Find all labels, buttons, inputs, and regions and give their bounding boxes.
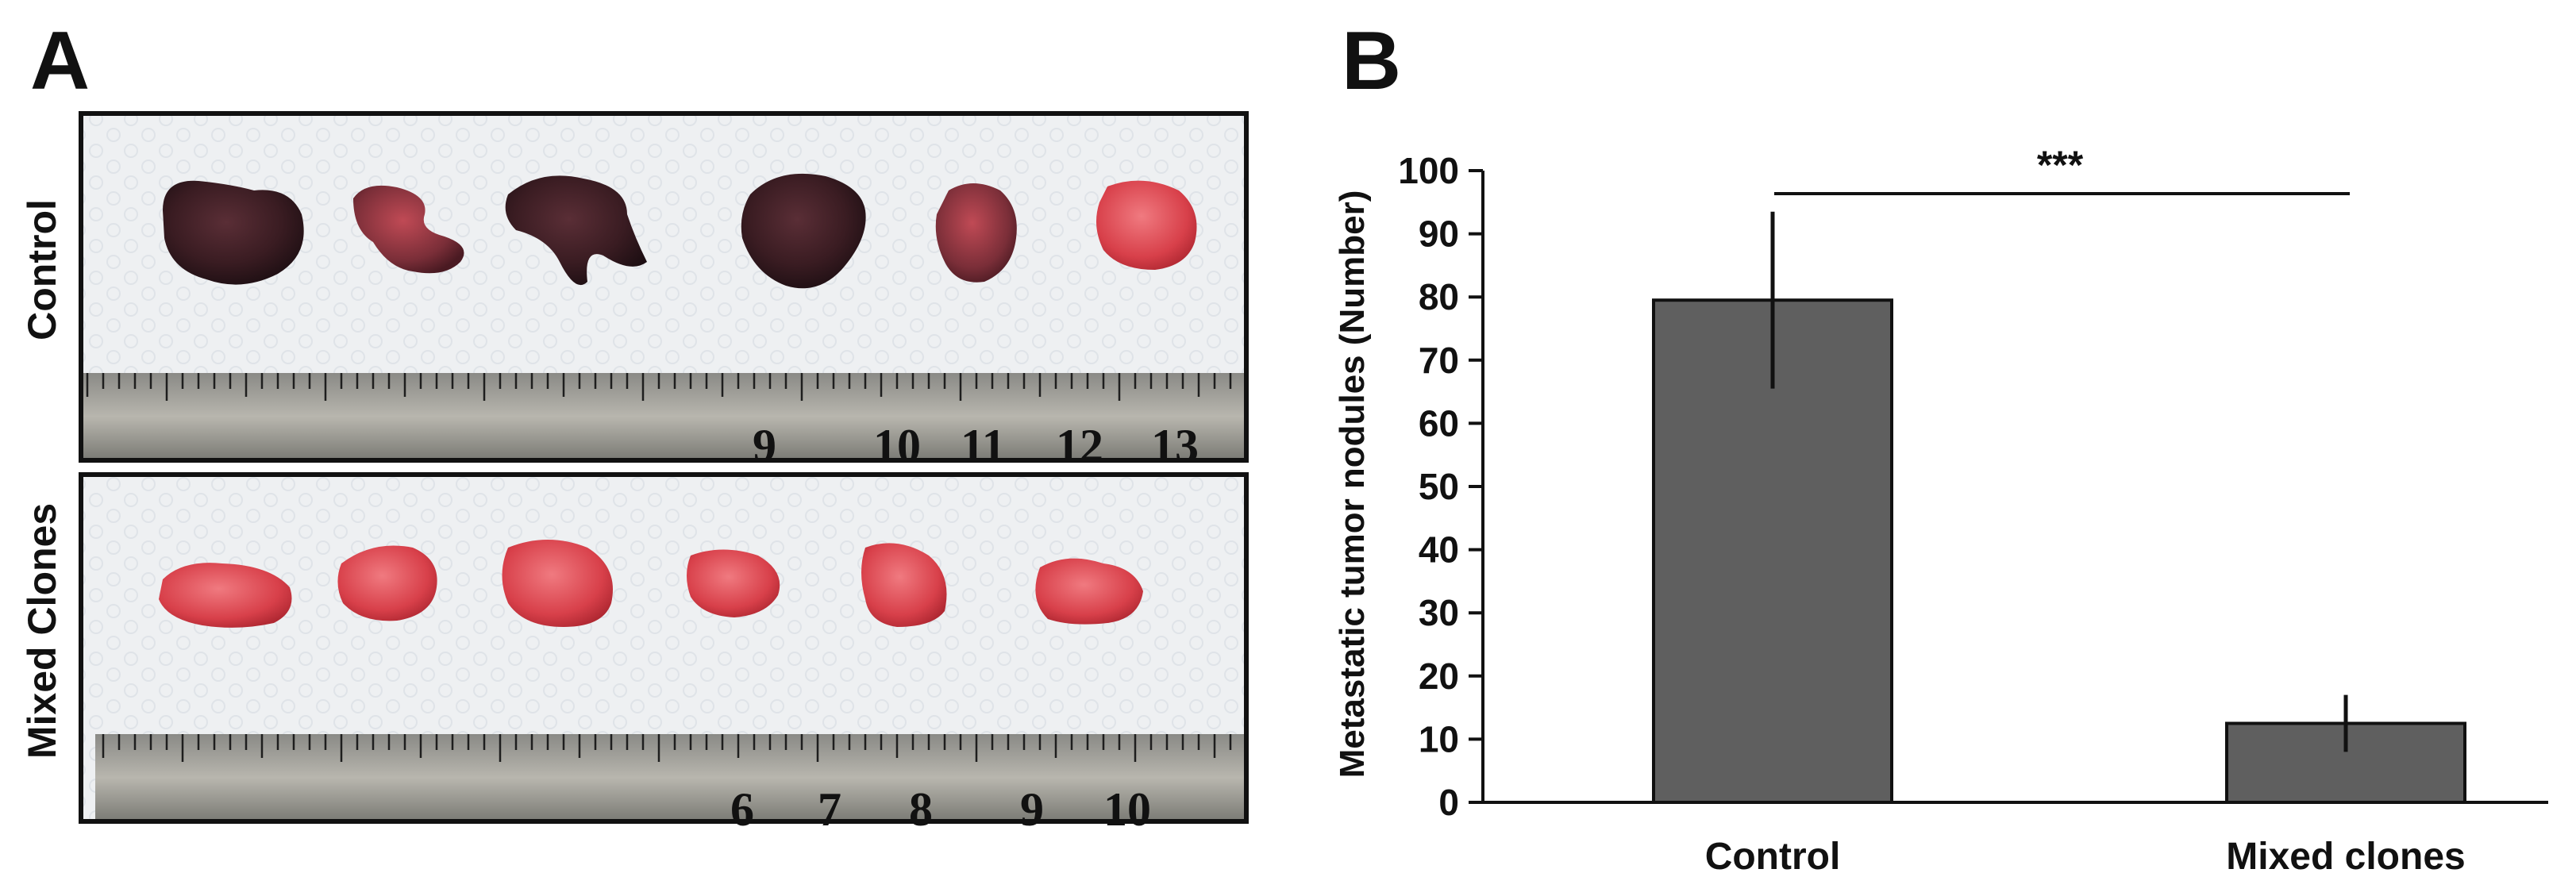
x-tick-label: Control	[1705, 836, 1841, 878]
y-tick-label: 60	[1419, 402, 1459, 444]
y-axis-label: Metastatic tumor nodules (Number)	[1333, 190, 1372, 779]
x-tick-labels: Control Mixed clones	[1705, 836, 2466, 878]
panel-b-letter: B	[1342, 15, 1401, 107]
control-photo: 9 10 11 12 13	[79, 111, 1249, 472]
ruler-number: 9	[1020, 783, 1044, 836]
y-tick-label: 0	[1438, 782, 1459, 823]
lung-specimen	[687, 549, 780, 617]
y-tick-label: 80	[1419, 276, 1459, 317]
y-ticks	[1469, 169, 1483, 804]
lung-specimen	[505, 175, 647, 286]
lung-specimen	[337, 545, 437, 621]
ruler-number: 7	[818, 783, 841, 836]
y-tick-label: 20	[1419, 656, 1459, 697]
lung-specimen	[935, 183, 1017, 283]
bars	[1652, 298, 2466, 804]
y-tick-labels: 0 10 20 30 40 50 60 70 80 90 100	[1398, 150, 1459, 823]
lung-specimen	[353, 185, 464, 274]
lung-specimen	[861, 543, 947, 627]
lung-specimen	[1096, 180, 1197, 270]
ruler-number: 10	[873, 420, 921, 472]
mixed-lung-specimens	[159, 540, 1143, 628]
lung-specimen	[163, 180, 304, 285]
lung-specimen	[1035, 558, 1143, 625]
ruler-number: 6	[730, 783, 754, 836]
control-ruler-ticks	[86, 373, 1232, 401]
panel-a-letter: A	[30, 15, 90, 107]
y-tick-label: 30	[1419, 592, 1459, 633]
significance-label: ***	[2037, 143, 2084, 187]
y-tick-label: 90	[1419, 213, 1459, 255]
ruler-number: 8	[909, 783, 933, 836]
row-label-control: Control	[20, 199, 64, 340]
bar-mixed-clones	[2225, 721, 2466, 804]
y-tick-label: 50	[1419, 466, 1459, 507]
mixed-clones-photo: 6 7 8 9 10	[79, 472, 1249, 836]
error-bars	[1770, 211, 2348, 752]
control-lung-specimens	[163, 173, 1197, 289]
ruler-number: 12	[1056, 420, 1103, 472]
y-tick-label: 40	[1419, 529, 1459, 571]
ruler-number: 10	[1103, 783, 1151, 836]
y-tick-label: 100	[1398, 150, 1459, 191]
y-tick-label: 10	[1419, 718, 1459, 759]
ruler-number: 11	[961, 420, 1006, 472]
control-ruler-numbers: 9 10 11 12 13	[753, 420, 1199, 472]
lung-specimen	[741, 173, 866, 289]
mixed-ruler-ticks	[102, 734, 1232, 762]
y-tick-label: 70	[1419, 340, 1459, 381]
panel-b: B Metastatic tumor nodules (Number) 0 10 2…	[1333, 15, 2548, 878]
lung-specimen	[159, 563, 292, 628]
x-tick-label: Mixed clones	[2226, 836, 2465, 878]
mixed-ruler-numbers: 6 7 8 9 10	[730, 783, 1151, 836]
panel-a: A Control Mixed Clones 9 10 11 12 13	[20, 15, 1249, 836]
row-label-mixed-clones: Mixed Clones	[20, 503, 64, 759]
ruler-number: 13	[1151, 420, 1199, 472]
ruler-number: 9	[753, 420, 776, 472]
lung-specimen	[502, 540, 613, 627]
significance-marker: ***	[1774, 143, 2350, 195]
